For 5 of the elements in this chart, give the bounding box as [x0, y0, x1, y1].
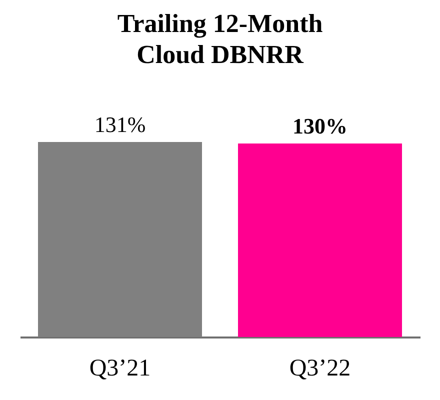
chart-title: Trailing 12-Month Cloud DBNRR	[117, 9, 324, 69]
x-tick-label: Q3’22	[289, 356, 351, 382]
data-label: 131%	[94, 112, 146, 137]
x-tick-label: Q3’21	[89, 356, 151, 382]
data-label: 130%	[292, 113, 348, 138]
